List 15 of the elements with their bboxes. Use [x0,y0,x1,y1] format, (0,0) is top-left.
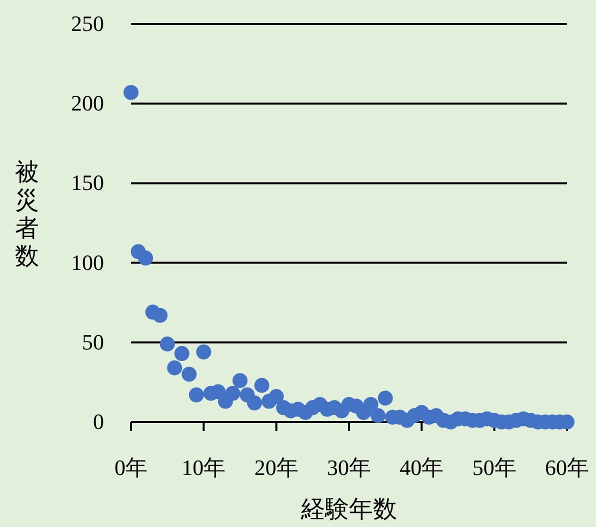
y-tick-label: 0 [93,409,104,434]
x-tick-label: 60年 [545,455,589,480]
x-axis-title: 経験年数 [300,497,397,523]
x-tick-label: 30年 [327,455,371,480]
y-tick-label: 50 [82,329,104,354]
x-tick-label: 10年 [182,455,226,480]
x-tick-label: 0年 [114,455,148,480]
y-axis-title: 被災者数 [15,160,39,270]
y-tick-label: 100 [71,250,104,275]
x-tick-label: 20年 [254,455,298,480]
y-tick-label: 200 [71,90,104,116]
x-tick-label: 40年 [400,455,444,480]
y-tick-label: 150 [71,170,104,196]
y-tick-label: 250 [71,11,104,36]
x-tick-label: 50年 [472,455,516,480]
